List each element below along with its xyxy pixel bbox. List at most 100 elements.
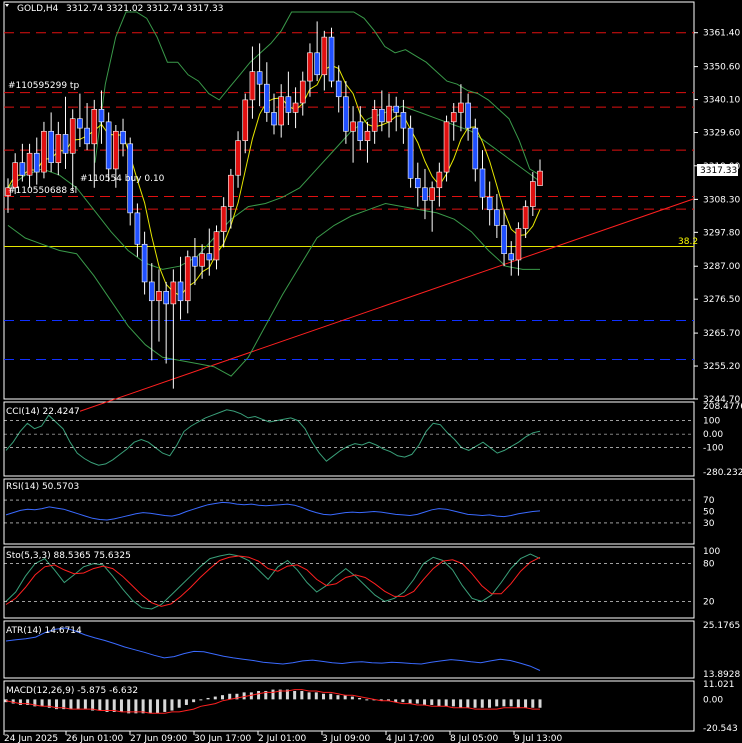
bear-candle — [508, 253, 515, 261]
rsi-tick-label: 50 — [703, 508, 715, 518]
candles — [5, 21, 543, 389]
macd-histogram-bar — [148, 699, 152, 714]
bear-candle — [206, 253, 213, 261]
bear-candle — [48, 130, 54, 163]
stochastic-label: Sto(5,3,3) 88.5365 75.6325 — [6, 551, 131, 561]
macd-histogram-bar — [451, 699, 455, 707]
bull-candle — [364, 130, 371, 141]
macd-signal-line — [5, 689, 540, 714]
price-tick-label: 3340.10 — [703, 96, 740, 106]
bear-candle — [120, 130, 126, 145]
bear-candle — [62, 134, 69, 154]
bear-candle — [19, 162, 26, 176]
macd-histogram-bar — [119, 699, 123, 712]
pane-frame — [3, 478, 695, 545]
x-tick-label: 4 Jul 17:00 — [386, 734, 435, 743]
order-label-sl[interactable]: #110550688 sl — [8, 186, 77, 196]
x-tick-label: 8 Jul 05:00 — [450, 734, 499, 743]
fib-label: 38.2 — [678, 237, 698, 247]
cci-tick-label: -100 — [703, 444, 724, 454]
bear-candle — [264, 83, 270, 113]
macd-histogram-bar — [300, 690, 304, 700]
macd-histogram-bar — [480, 699, 484, 708]
ohlc-header: 3312.74 3321.02 3312.74 3317.33 — [66, 4, 223, 14]
macd-histogram-bar — [177, 699, 181, 708]
bull-candle — [278, 96, 284, 126]
order-label-buy[interactable]: #110554 buy 0.10 — [80, 174, 165, 184]
bull-candle — [537, 170, 543, 186]
bear-candle — [472, 127, 479, 170]
bear-candle — [141, 243, 148, 283]
rsi-label: RSI(14) 50.5703 — [6, 482, 79, 492]
axes: 3361.403350.603340.103329.603319.003308.… — [3, 29, 740, 743]
trendline — [79, 198, 695, 412]
macd-histogram-bar — [358, 697, 362, 700]
bear-candle — [33, 152, 40, 173]
bull-candle — [69, 118, 76, 154]
macd-histogram-bar — [444, 699, 448, 707]
chart-toggle-icon — [5, 4, 9, 7]
macd-histogram-bar — [285, 689, 289, 700]
macd-histogram-bar — [408, 699, 412, 704]
macd-histogram-bar — [278, 689, 282, 700]
price-levels — [4, 32, 695, 412]
price-tick-label: 3276.50 — [703, 295, 740, 305]
bear-candle — [285, 96, 292, 113]
bear-candle — [271, 112, 277, 126]
bull-candle — [321, 36, 328, 76]
bull-candle — [299, 80, 306, 104]
macd-histogram-bar — [415, 699, 419, 704]
atr-label: ATR(14) 14.6714 — [6, 626, 82, 636]
bull-candle — [249, 71, 256, 101]
macd-tick-label: -20.543 — [703, 724, 738, 734]
cci-tick-label: 0.00 — [703, 430, 723, 440]
macd-histogram-bar — [466, 699, 470, 708]
macd-histogram-bar — [213, 696, 217, 700]
bull-candle — [213, 231, 220, 261]
order-label-tp[interactable]: #110595299 tp — [8, 81, 79, 91]
macd-histogram-bar — [98, 699, 102, 711]
rsi-tick-label: 30 — [703, 519, 715, 529]
macd-histogram-bar — [365, 699, 369, 701]
macd-histogram-bar — [40, 699, 44, 707]
stochastic-signal-line — [5, 555, 541, 607]
macd-histogram-bar — [257, 690, 261, 700]
bull-candle — [220, 206, 227, 233]
bull-candle — [292, 102, 299, 113]
bear-candle — [494, 209, 500, 226]
x-tick-label: 27 Jun 09:00 — [130, 734, 187, 743]
bull-candle — [386, 105, 392, 123]
bear-candle — [501, 225, 507, 254]
price-tick-label: 3297.80 — [703, 228, 740, 238]
macd-label: MACD(12,26,9) -5.875 -6.632 — [6, 686, 138, 696]
x-tick-label: 3 Jul 09:00 — [322, 734, 371, 743]
macd-histogram-bar — [134, 699, 138, 714]
stochastic-tick-label: 80 — [703, 560, 715, 570]
macd-histogram-bar — [170, 699, 174, 711]
macd-histogram-bar — [524, 699, 528, 708]
macd-tick-label: 11.021 — [703, 680, 735, 690]
macd-histogram-bar — [473, 699, 477, 708]
bear-candle — [407, 127, 414, 179]
title-header: GOLD,H4 3312.74 3321.02 3312.74 3317.33 — [5, 4, 223, 14]
bear-candle — [486, 196, 493, 211]
macd-histogram-bar — [538, 699, 542, 708]
bull-candle — [458, 102, 464, 113]
bear-candle — [335, 80, 342, 98]
bb-upper-line — [94, 11, 541, 176]
bear-candle — [379, 108, 385, 123]
bull-candle — [91, 108, 98, 145]
macd-histogram-bar — [509, 699, 513, 707]
bull-candle — [228, 174, 234, 207]
bear-candle — [105, 121, 112, 170]
price-tick-label: 3265.70 — [703, 329, 740, 339]
bull-candle — [307, 52, 313, 82]
x-tick-label: 30 Jun 17:00 — [194, 734, 251, 743]
bear-candle — [479, 168, 486, 198]
bear-candle — [192, 256, 198, 267]
macd-histogram-bar — [459, 699, 463, 708]
cci-tick-label: -280.2323 — [703, 468, 742, 478]
bull-candle — [170, 281, 177, 305]
bull-candle — [522, 206, 529, 229]
macd-histogram-bar — [430, 699, 434, 705]
